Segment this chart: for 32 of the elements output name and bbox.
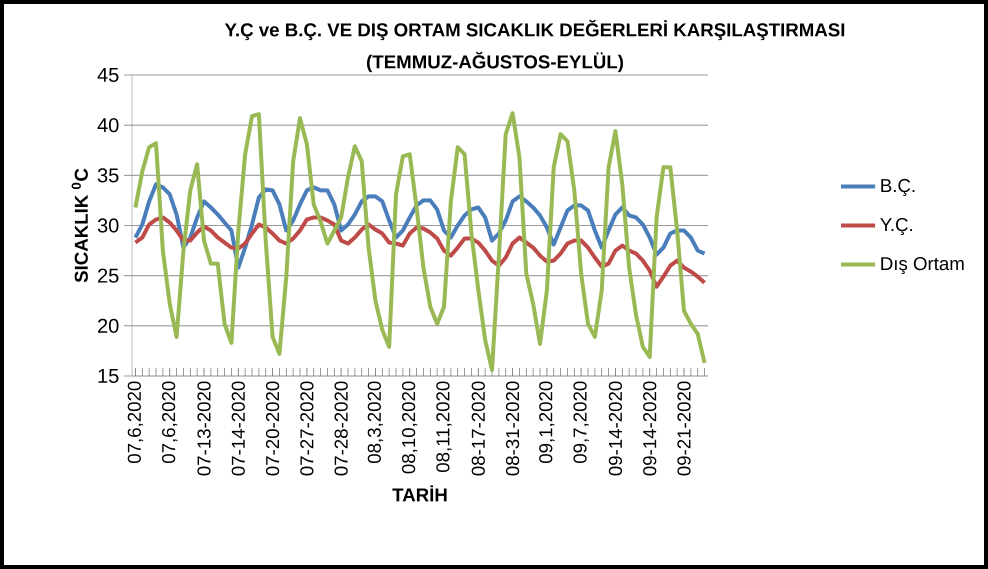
y-tick-label: 40 [98,118,118,132]
x-tick-label: 07-13-2020 [197,381,211,476]
x-tick-label: 09-14-2020 [643,381,656,476]
x-tick-label: 08-31-2020 [506,381,520,476]
y-tick-label: 25 [98,268,118,283]
chart-subtitle: (TEMMUZ-AĞUSTOS-EYLÜL) [367,52,624,72]
chart-title: Y.Ç ve B.Ç. VE DIŞ ORTAM SICAKLIK DEĞERLERİ KARŞILAŞTIRMASI [224,20,844,40]
x-tick-label: 09,1,2020 [539,381,555,464]
y-tick-label: 35 [98,168,118,182]
x-tick-label: 09-21-2020 [677,381,691,476]
x-tick-label: 07-14-2020 [232,381,245,476]
x-tick-label: 07-20-2020 [266,381,280,476]
y-tick-label: 30 [98,218,118,233]
x-tick-label: 07-27-2020 [300,381,314,476]
x-tick-label: 08-17-2020 [472,381,485,476]
y-tick-label: 45 [98,68,118,82]
x-tick-label: 08,3,2020 [368,381,384,464]
legend-label: Y.Ç. [880,218,912,235]
y-tick-label: 15 [98,369,118,383]
line-series [133,111,707,372]
legend-label: B.Ç. [881,178,914,196]
x-tick-label: 09-14-2020 [608,381,622,476]
legend-label: Dış Ortam [881,257,964,274]
y-axis-title: SICAKLIK $^{0}$C [72,168,88,282]
x-axis-title: TARİH [392,485,447,502]
x-tick-label: 09,7,2020 [573,381,589,464]
x-tick-label: 07-28-2020 [334,381,348,476]
x-tick-label: 07,6,2020 [162,381,178,464]
y-tick-label: 20 [98,318,118,333]
x-tick-label: 08,11,2020 [436,381,452,472]
x-tick-label: 07,6,2020 [128,381,144,464]
x-tick-label: 08,10,2020 [402,381,418,474]
